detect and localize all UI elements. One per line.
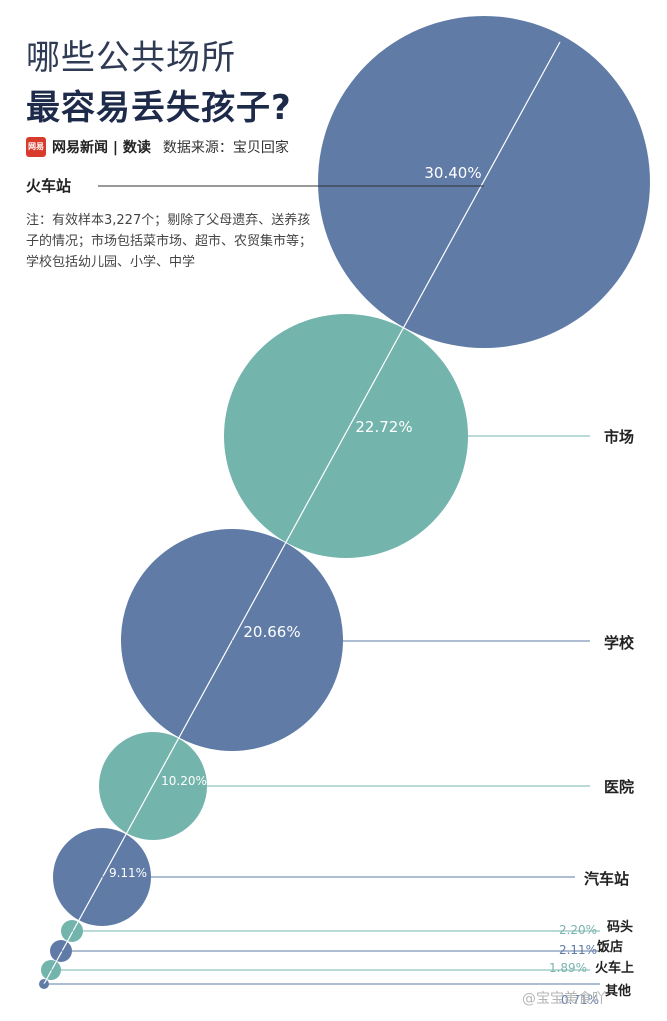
- category-label: 市场: [604, 428, 634, 446]
- value-label: 1.89%: [549, 961, 587, 975]
- bubble-火车站: [318, 16, 650, 348]
- chart-note: 注：有效样本3,227个；剔除了父母遗弃、送养孩子的情况；市场包括菜市场、超市、…: [26, 213, 313, 270]
- value-label: 2.20%: [559, 923, 597, 937]
- value-label: 2.11%: [559, 943, 597, 957]
- value-label: 20.66%: [243, 623, 300, 641]
- value-label: 0.71%: [561, 993, 599, 1007]
- value-label: 30.40%: [424, 164, 481, 182]
- title-line-1: 哪些公共场所: [26, 38, 236, 78]
- value-label: 9.11%: [109, 866, 147, 880]
- category-label: 医院: [604, 778, 634, 796]
- category-label: 汽车站: [584, 870, 629, 888]
- category-label: 其他: [605, 983, 631, 999]
- diagonal-line: [43, 41, 561, 985]
- title-line-2: 最容易丢失孩子?: [26, 88, 292, 128]
- data-source: 数据来源：宝贝回家: [162, 140, 289, 156]
- value-label: 22.72%: [355, 418, 412, 436]
- category-label: 火车上: [595, 960, 634, 976]
- watermark: @宝宝美食吖: [522, 991, 606, 1007]
- category-label: 学校: [604, 634, 635, 652]
- value-label: 10.20%: [161, 774, 207, 788]
- brand-label: 网易新闻 | 数读: [52, 140, 151, 156]
- category-label: 码头: [607, 919, 633, 935]
- category-label: 火车站: [26, 177, 71, 195]
- source-row: 网易 网易新闻 | 数读 数据来源：宝贝回家: [26, 136, 289, 158]
- netease-logo-icon: 网易: [26, 137, 46, 157]
- category-label: 饭店: [596, 939, 623, 955]
